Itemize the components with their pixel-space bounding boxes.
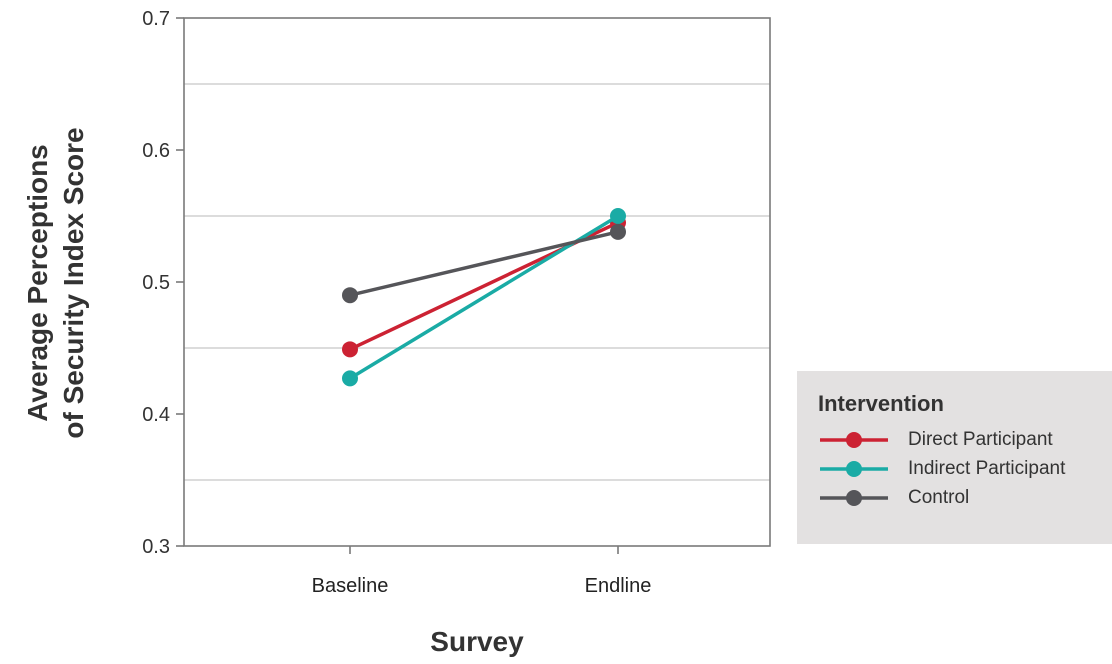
data-point bbox=[342, 370, 358, 387]
x-axis-ticks: Baseline Endline bbox=[312, 546, 652, 597]
y-tick-label: 0.4 bbox=[142, 404, 170, 426]
x-tick-label: Endline bbox=[585, 575, 652, 597]
legend-title: Intervention bbox=[818, 391, 944, 416]
legend-item: Control bbox=[818, 483, 1112, 512]
data-point bbox=[610, 208, 626, 224]
y-axis-ticks: 0.3 0.4 0.5 0.6 0.7 bbox=[142, 8, 184, 558]
legend-swatch bbox=[820, 489, 888, 506]
legend-label: Direct Participant bbox=[908, 428, 1053, 450]
data-point bbox=[610, 223, 626, 240]
data-point bbox=[342, 287, 358, 304]
series-control bbox=[342, 223, 626, 304]
series-line bbox=[348, 230, 620, 297]
legend-items: Direct Participant Indirect Participant Co… bbox=[818, 425, 1112, 512]
legend-swatch bbox=[820, 460, 888, 477]
y-tick-label: 0.6 bbox=[142, 140, 170, 162]
plot-background bbox=[184, 18, 770, 546]
legend: Intervention Direct Participant Indirect … bbox=[797, 371, 1112, 544]
y-axis-title-line-1: Average Perceptions bbox=[22, 144, 53, 422]
legend-item: Indirect Participant bbox=[818, 454, 1112, 483]
y-tick-label: 0.7 bbox=[142, 8, 170, 30]
x-tick-label: Baseline bbox=[312, 575, 389, 597]
data-point bbox=[342, 341, 358, 358]
gridlines bbox=[184, 83, 770, 481]
series-lines bbox=[342, 208, 626, 387]
y-tick-label: 0.3 bbox=[142, 536, 170, 558]
legend-label: Indirect Participant bbox=[908, 457, 1066, 479]
y-tick-label: 0.5 bbox=[142, 272, 170, 294]
legend-swatch bbox=[820, 431, 888, 448]
y-axis-title-line-2: of Security Index Score bbox=[58, 127, 89, 438]
legend-item: Direct Participant bbox=[818, 425, 1112, 454]
legend-label: Control bbox=[908, 486, 970, 508]
x-axis-title: Survey bbox=[430, 626, 524, 657]
y-axis-title: Average Perceptions of Security Index Sc… bbox=[22, 127, 89, 438]
